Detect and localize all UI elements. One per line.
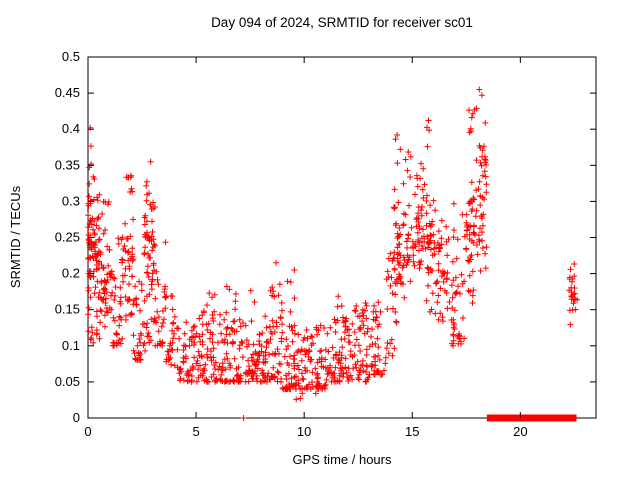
y-tick-label: 0.2 [62,266,80,281]
scatter-points-layer [85,86,581,422]
y-tick-label: 0.1 [62,338,80,353]
data-point-markers [85,86,581,421]
y-tick-label: 0.35 [55,157,80,172]
x-tick-label: 5 [192,424,199,439]
x-tick-label: 0 [84,424,91,439]
x-axis-label: GPS time / hours [293,452,392,467]
y-tick-label: 0.4 [62,121,80,136]
chart-title: Day 094 of 2024, SRMTID for receiver sc0… [211,15,473,30]
y-tick-label: 0.45 [55,85,80,100]
plot-area-border [87,56,597,419]
axis-ticks [87,56,596,419]
y-tick-label: 0.05 [55,374,80,389]
x-tick-label: 15 [405,424,419,439]
x-tick-label: 10 [297,424,311,439]
y-axis-label: SRMTID / TECUs [8,185,23,288]
y-tick-label: 0.15 [55,302,80,317]
y-tick-label: 0.3 [62,193,80,208]
axis-tick-labels: 0 5 10 15 20 0 0.05 0.1 0.15 0.2 0.25 0.3 0.35 0.4 0.4… [55,49,528,439]
x-tick-label: 20 [513,424,527,439]
y-tick-label: 0.25 [55,230,80,245]
y-tick-label: 0 [73,410,80,425]
y-tick-label: 0.5 [62,49,80,64]
